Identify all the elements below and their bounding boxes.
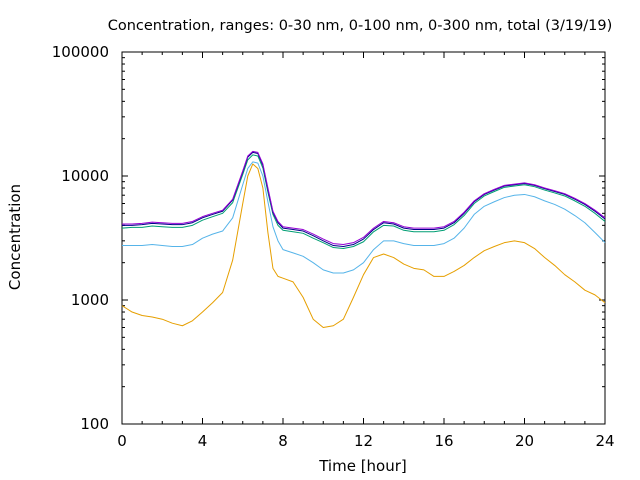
x-tick-label: 4 (198, 432, 208, 450)
x-axis: 0 4 8 12 16 20 24 (117, 52, 615, 450)
x-tick-label: 24 (595, 432, 614, 450)
y-tick-label: 1000 (71, 291, 109, 309)
y-axis: 100 1000 10000 100000 (52, 43, 605, 433)
x-tick-label: 16 (434, 432, 453, 450)
series-line-3 (121, 154, 606, 250)
x-tick-label: 20 (515, 432, 534, 450)
series-line-1 (122, 150, 606, 246)
plot-border (121, 51, 606, 425)
series-line-4 (122, 161, 606, 274)
x-tick-label: 12 (354, 432, 373, 450)
series-line-2 (122, 151, 606, 248)
y-tick-label: 100 (80, 415, 109, 433)
series-line-5 (121, 163, 606, 329)
y-axis-label: Concentration (6, 184, 24, 290)
x-axis-label: Time [hour] (318, 457, 407, 475)
series-layer (121, 150, 606, 329)
x-tick-label: 8 (278, 432, 288, 450)
x-tick-label: 0 (117, 432, 127, 450)
plot-frame (121, 51, 606, 425)
y-tick-label: 100000 (52, 43, 109, 61)
y-tick-label: 10000 (61, 167, 109, 185)
chart-title: Concentration, ranges: 0-30 nm, 0-100 nm… (108, 18, 613, 34)
